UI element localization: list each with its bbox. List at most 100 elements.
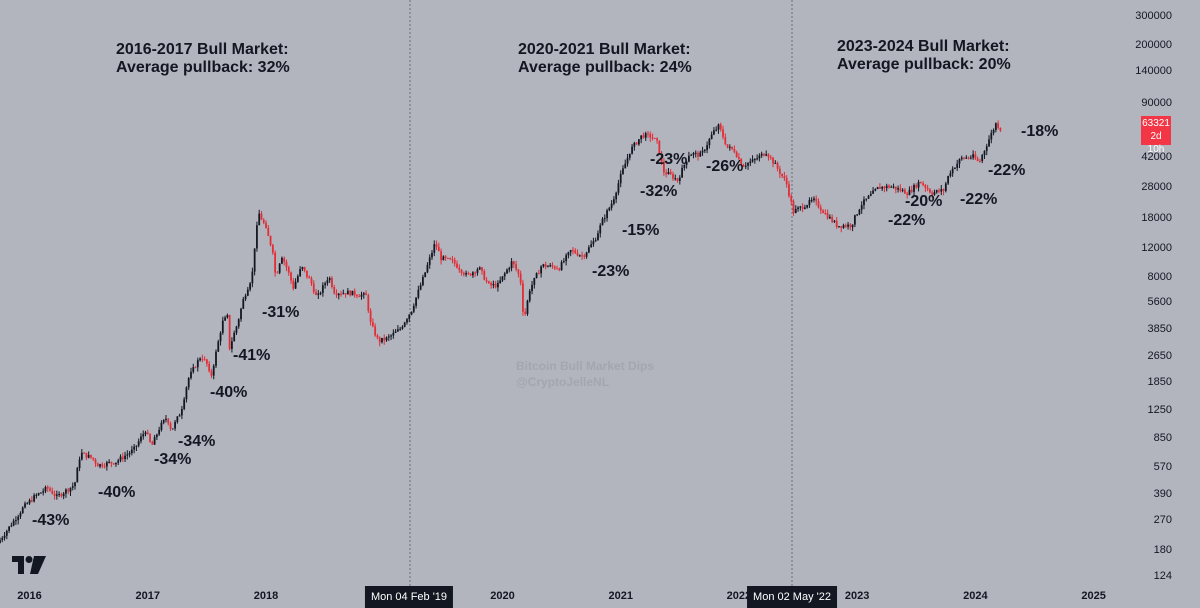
candle-up [71, 486, 74, 488]
candle-up [233, 332, 236, 342]
candle-up [688, 155, 690, 162]
candle-down [815, 198, 818, 202]
y-tick-label: 5600 [1147, 296, 1172, 309]
candle-down [878, 187, 881, 189]
candle-up [808, 200, 811, 206]
x-tick-label: 2018 [253, 590, 279, 602]
candle-up [158, 429, 161, 435]
candle-down [449, 258, 452, 260]
candle-up [324, 283, 327, 286]
candle-down [290, 272, 292, 281]
candle-down [369, 310, 372, 323]
candle-up [863, 199, 865, 206]
candle-up [985, 146, 988, 151]
candle-up [80, 452, 83, 460]
candle-up [431, 252, 433, 258]
candle-up [622, 168, 624, 174]
dip-label: -41% [233, 347, 271, 364]
candle-down [315, 292, 317, 295]
candle-up [703, 150, 706, 152]
candle-down [483, 271, 486, 280]
candle-down [512, 261, 515, 265]
candle-up [337, 293, 340, 296]
candle-up [549, 265, 552, 267]
y-tick-label: 8000 [1147, 270, 1172, 283]
dip-label: -40% [210, 384, 248, 401]
candle-up [21, 507, 24, 514]
candle-up [426, 264, 429, 273]
candle-up [706, 145, 709, 151]
candle-up [601, 218, 604, 226]
candle-up [876, 187, 879, 190]
x-tick-label: 2020 [490, 590, 515, 602]
candle-down [292, 280, 295, 289]
candle-down [840, 226, 843, 228]
candle-up [442, 256, 445, 261]
candle-down [642, 135, 645, 138]
candle-up [137, 441, 140, 446]
candle-up [224, 317, 226, 321]
candle-up [640, 135, 643, 140]
candle-up [478, 267, 481, 270]
candle-up [410, 311, 413, 315]
candle-down [772, 157, 774, 164]
candle-down [906, 193, 909, 195]
candle-up [499, 280, 502, 283]
candle-down [926, 187, 929, 190]
candle-down [651, 137, 654, 139]
candle-down [467, 272, 470, 274]
candle-up [892, 186, 895, 188]
candle-up [180, 408, 183, 416]
y-tick-label: 570 [1153, 460, 1172, 473]
candle-down [835, 220, 838, 227]
candle-up [160, 422, 163, 430]
candle-down [822, 210, 824, 214]
candle-up [144, 432, 147, 435]
candle-down [481, 267, 483, 272]
candle-down [669, 172, 672, 175]
candle-up [799, 206, 802, 208]
candle-down [819, 207, 822, 211]
candle-down [733, 148, 736, 153]
candle-down [551, 265, 554, 267]
candle-down [367, 295, 370, 311]
candle-up [417, 289, 420, 298]
candle-down [769, 157, 772, 159]
candle-up [412, 305, 415, 312]
candle-down [208, 363, 211, 372]
candle-down [824, 213, 827, 215]
candle-up [153, 437, 156, 445]
candle-up [165, 418, 167, 420]
dip-label: -26% [706, 158, 744, 175]
candle-up [419, 285, 422, 290]
candle-down [435, 244, 438, 247]
candle-up [15, 520, 17, 522]
candle-up [174, 421, 176, 429]
candle-down [724, 137, 727, 145]
dip-label: -43% [32, 512, 70, 529]
candle-down [963, 157, 965, 159]
y-tick-label: 300000 [1135, 10, 1172, 22]
candle-up [587, 247, 590, 253]
candle-up [476, 269, 479, 273]
candle-down [146, 432, 149, 434]
candle-up [747, 163, 749, 166]
candle-down [276, 272, 279, 274]
tradingview-logo-icon[interactable] [12, 556, 46, 574]
candle-up [12, 520, 15, 526]
candle-up [346, 290, 349, 295]
candle-up [19, 513, 22, 517]
candle-down [494, 283, 497, 288]
candle-down [331, 278, 333, 287]
candle-up [183, 399, 186, 409]
candle-up [833, 220, 836, 222]
y-tick-label: 1250 [1147, 404, 1172, 417]
candle-up [897, 188, 899, 190]
candle-down [487, 281, 490, 284]
candle-down [522, 283, 524, 312]
candle-up [258, 213, 261, 226]
candle-up [685, 161, 688, 165]
candle-down [556, 268, 558, 270]
candle-up [381, 337, 383, 343]
